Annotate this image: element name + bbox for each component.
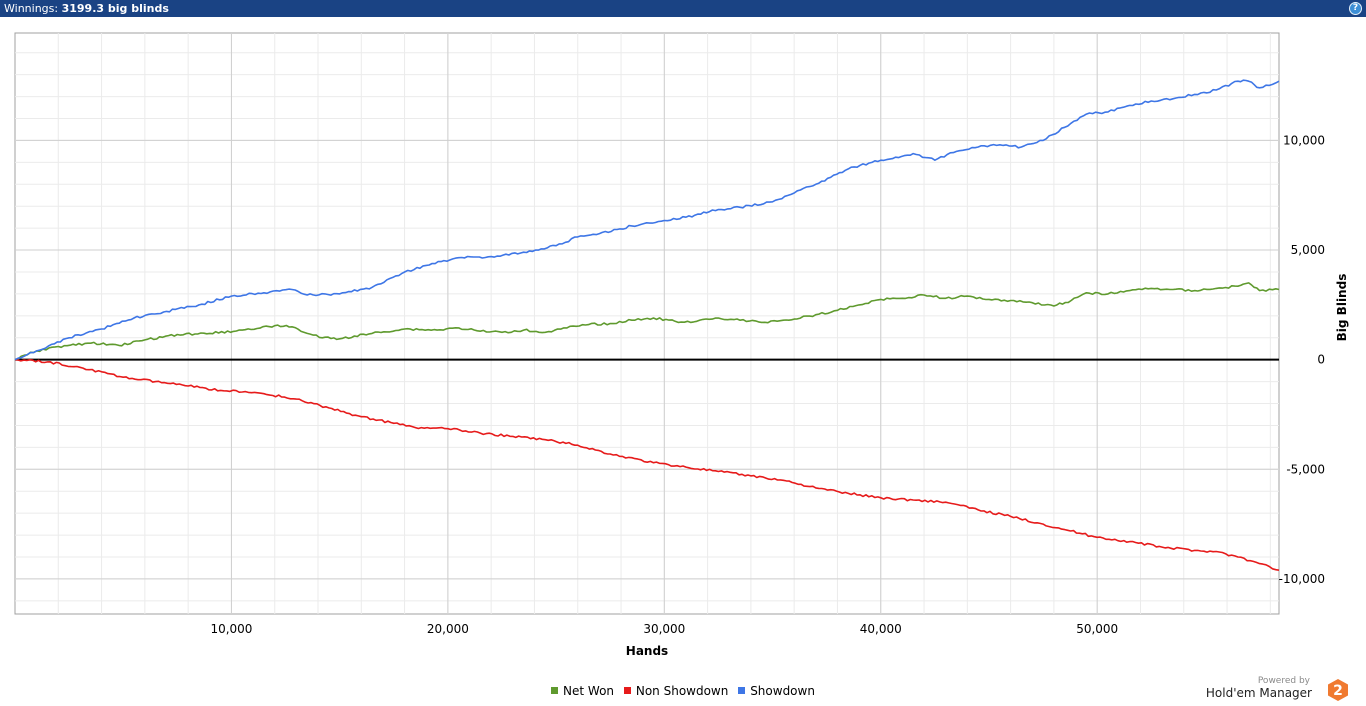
legend-item-non-showdown[interactable]: Non Showdown bbox=[623, 684, 729, 698]
y-axis-title: Big Blinds bbox=[1335, 274, 1349, 342]
showdown-swatch bbox=[738, 687, 746, 694]
x-axis-title: Hands bbox=[626, 644, 668, 658]
powered-by-text: Powered by bbox=[1257, 676, 1310, 686]
legend-label-showdown: Showdown bbox=[750, 684, 815, 698]
x-tick-label: 20,000 bbox=[427, 622, 469, 636]
series-line-non-showdown bbox=[14, 358, 1280, 571]
non-showdown-swatch bbox=[623, 687, 631, 694]
plot-area bbox=[14, 32, 1280, 615]
logo-text: 2 bbox=[1333, 683, 1343, 699]
y-axis-ticks: -10,000 -5,000 0 5,000 10,000 bbox=[1279, 133, 1325, 585]
x-axis-ticks: 10,000 20,000 30,000 40,000 50,000 bbox=[210, 622, 1118, 636]
legend-label-non-showdown: Non Showdown bbox=[635, 684, 729, 698]
y-tick-label: -10,000 bbox=[1279, 572, 1325, 586]
title-bar: Winnings: 3199.3 big blinds ? bbox=[0, 0, 1366, 17]
legend-label-net-won: Net Won bbox=[563, 684, 615, 698]
brand-name: Hold'em Manager bbox=[1205, 686, 1312, 700]
x-tick-label: 30,000 bbox=[643, 622, 685, 636]
y-tick-label: -5,000 bbox=[1286, 462, 1325, 476]
brand-block: Powered by Hold'em Manager 2 bbox=[1202, 674, 1352, 704]
holdem-manager-2-logo: 2 bbox=[1328, 679, 1348, 701]
help-question-icon[interactable]: ? bbox=[1349, 2, 1362, 15]
legend-item-net-won[interactable]: Net Won bbox=[551, 684, 614, 698]
series-layer bbox=[14, 79, 1280, 571]
chart-legend: Net Won Non Showdown Showdown bbox=[0, 684, 1366, 698]
legend-item-showdown[interactable]: Showdown bbox=[738, 684, 815, 698]
x-tick-label: 40,000 bbox=[860, 622, 902, 636]
winnings-label: Winnings: bbox=[4, 2, 59, 15]
y-tick-label: 5,000 bbox=[1291, 243, 1325, 257]
winnings-value: 3199.3 big blinds bbox=[61, 2, 169, 15]
y-tick-label: 0 bbox=[1317, 353, 1325, 367]
x-tick-label: 50,000 bbox=[1076, 622, 1118, 636]
series-line-showdown bbox=[14, 79, 1280, 361]
major-gridlines bbox=[15, 33, 1279, 614]
net-won-swatch bbox=[551, 687, 559, 694]
x-tick-label: 10,000 bbox=[210, 622, 252, 636]
winnings-chart: 10,000 20,000 30,000 40,000 50,000 -10,000 -5… bbox=[14, 32, 1349, 658]
series-line-net-won bbox=[14, 282, 1280, 361]
y-tick-label: 10,000 bbox=[1283, 133, 1325, 147]
